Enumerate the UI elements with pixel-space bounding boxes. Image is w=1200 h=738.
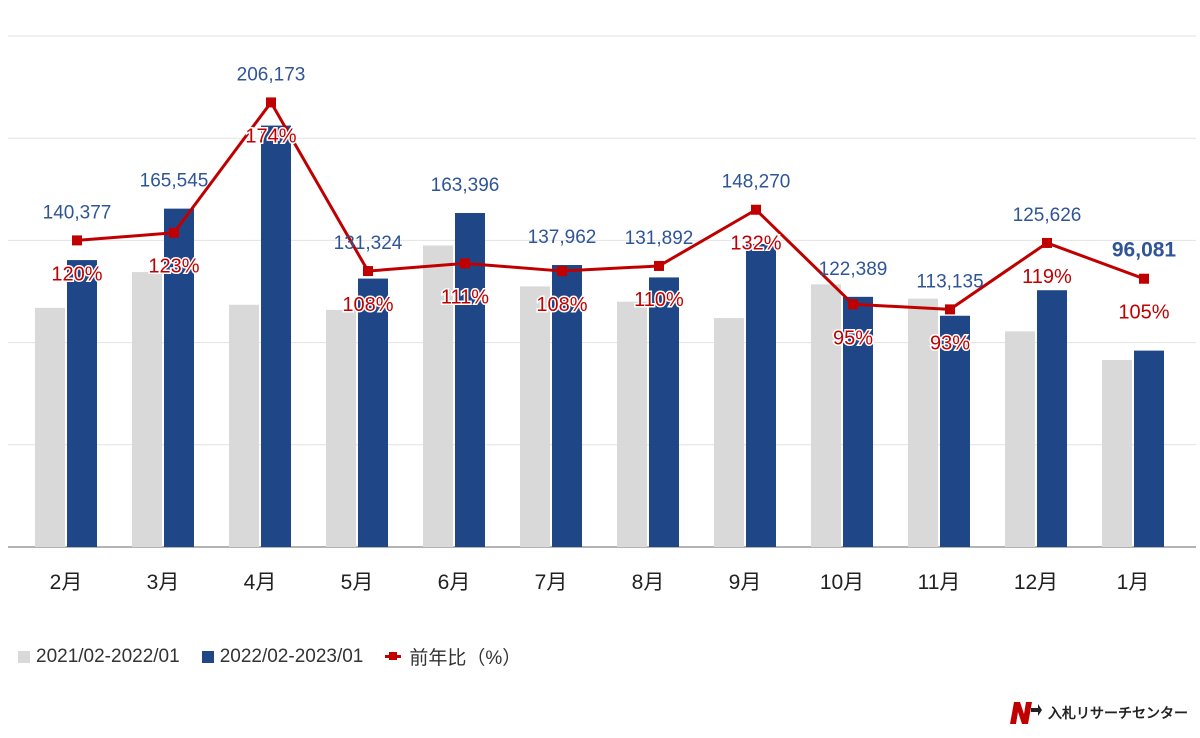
legend-line-ratio	[385, 652, 402, 660]
bar-curr	[1134, 350, 1164, 547]
bar-value-label: 125,626	[1013, 205, 1082, 226]
bar-value-label: 137,962	[528, 227, 597, 248]
ratio-value-label: 119%	[1022, 266, 1072, 288]
bar-curr	[843, 296, 873, 547]
grid-lines	[8, 35, 1196, 548]
ratio-value-label: 174%	[245, 125, 296, 147]
bar-value-label: 131,892	[625, 228, 694, 249]
legend-item-prev: 2021/02-2022/01	[18, 646, 180, 668]
bar-value-label: 96,081	[1112, 239, 1177, 262]
x-tick-label: 8月	[632, 571, 665, 594]
ratio-value-label: 95%	[833, 327, 873, 349]
ratio-point	[1139, 273, 1149, 284]
chart: 2月 3月 4月 5月 6月 7月 8月 9月 10月 11月 12月 1月 140,377 165,5…	[8, 35, 1196, 594]
bar-prev	[229, 304, 259, 547]
x-tick-label: 6月	[438, 571, 471, 594]
bar-prev	[617, 301, 647, 547]
bar-curr	[261, 125, 291, 547]
ratio-polyline	[76, 100, 1145, 311]
legend-item-curr: 2022/02-2023/01	[201, 645, 364, 668]
series-prev-bars	[35, 245, 1132, 547]
ratio-value-label: 132%	[730, 233, 781, 255]
bar-value-label: 163,396	[431, 175, 500, 196]
bar-prev	[1005, 331, 1035, 547]
series-curr-bars	[67, 125, 1164, 548]
logo: 入札リサーチセンター	[1008, 700, 1188, 726]
x-tick-label: 5月	[341, 571, 374, 594]
ratio-point	[266, 97, 276, 108]
bar-value-label: 140,377	[43, 202, 112, 223]
legend-swatch-prev	[18, 650, 30, 663]
ratio-point	[945, 304, 955, 315]
ratio-value-label: 110%	[634, 289, 684, 311]
bar-prev	[714, 318, 744, 547]
ratio-value-label: 123%	[148, 256, 199, 278]
ratio-value-label: 105%	[1118, 302, 1169, 324]
ratio-point	[460, 258, 470, 269]
x-tick-label: 7月	[535, 571, 568, 594]
logo-text: 入札リサーチセンター	[1048, 706, 1188, 722]
x-tick-label: 2月	[50, 571, 83, 594]
bar-prev	[132, 272, 162, 547]
ratio-value-label: 108%	[342, 294, 393, 316]
ratio-point	[654, 260, 664, 271]
bar-curr	[455, 213, 485, 548]
bar-prev	[423, 245, 453, 547]
series-ratio-line	[72, 97, 1149, 315]
ratio-point	[169, 227, 179, 238]
bar-curr	[552, 265, 582, 547]
ratio-value-label: 108%	[536, 294, 587, 316]
ratio-point	[848, 299, 858, 310]
legend-swatch-curr	[201, 650, 214, 663]
ratio-point	[1042, 237, 1052, 248]
bar-curr	[1037, 290, 1067, 547]
bar-curr	[649, 277, 679, 547]
legend-label-curr: 2022/02-2023/01	[219, 645, 364, 667]
bar-value-label: 148,270	[722, 172, 791, 193]
bar-prev	[520, 286, 550, 547]
bar-prev	[326, 309, 356, 547]
x-tick-label: 10月	[820, 571, 864, 594]
x-tick-label: 3月	[147, 571, 180, 594]
data-labels: 140,377 165,545 206,173 131,324 163,396 137,9…	[43, 64, 1177, 355]
ratio-value-label: 93%	[930, 332, 970, 354]
x-tick-label: 9月	[729, 571, 762, 594]
ratio-point	[557, 266, 567, 277]
bar-prev	[811, 284, 841, 547]
ratio-point	[72, 235, 82, 246]
bar-curr	[746, 243, 776, 547]
bar-curr	[67, 260, 97, 547]
bar-prev	[908, 298, 938, 547]
ratio-point	[751, 204, 761, 215]
ratio-value-label: 120%	[51, 263, 102, 285]
legend: 2021/02-2022/01 2022/02-2023/01 前年比（%）	[18, 643, 543, 670]
x-tick-label: 11月	[918, 571, 961, 594]
bar-value-label: 131,324	[334, 233, 403, 254]
bar-value-label: 122,389	[819, 259, 888, 280]
bar-curr	[358, 278, 388, 547]
bar-value-label: 113,135	[916, 271, 983, 292]
x-axis: 2月 3月 4月 5月 6月 7月 8月 9月 10月 11月 12月 1月	[50, 571, 1150, 594]
ratio-point	[363, 266, 373, 277]
x-tick-label: 1月	[1117, 571, 1150, 594]
legend-label-prev: 2021/02-2022/01	[36, 645, 180, 667]
bar-curr	[164, 208, 194, 547]
x-tick-label: 4月	[244, 571, 277, 594]
bar-prev	[35, 307, 65, 547]
legend-item-ratio: 前年比（%）	[385, 643, 521, 670]
bar-prev	[1102, 359, 1132, 547]
legend-label-ratio: 前年比（%）	[409, 648, 522, 669]
n-arrow-logo-icon	[1010, 702, 1042, 724]
bar-value-label: 165,545	[140, 171, 209, 192]
x-tick-label: 12月	[1014, 571, 1058, 594]
bar-value-label: 206,173	[237, 64, 306, 85]
bar-curr	[940, 315, 970, 547]
ratio-value-label: 111%	[441, 286, 489, 308]
